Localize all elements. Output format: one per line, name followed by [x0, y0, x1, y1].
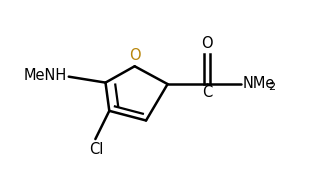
Text: O: O: [201, 36, 213, 51]
Text: NMe: NMe: [243, 76, 275, 91]
Text: C: C: [202, 85, 213, 100]
Text: Cl: Cl: [90, 142, 104, 157]
Text: MeNH: MeNH: [24, 68, 67, 83]
Text: O: O: [129, 47, 141, 63]
Text: 2: 2: [268, 82, 275, 92]
